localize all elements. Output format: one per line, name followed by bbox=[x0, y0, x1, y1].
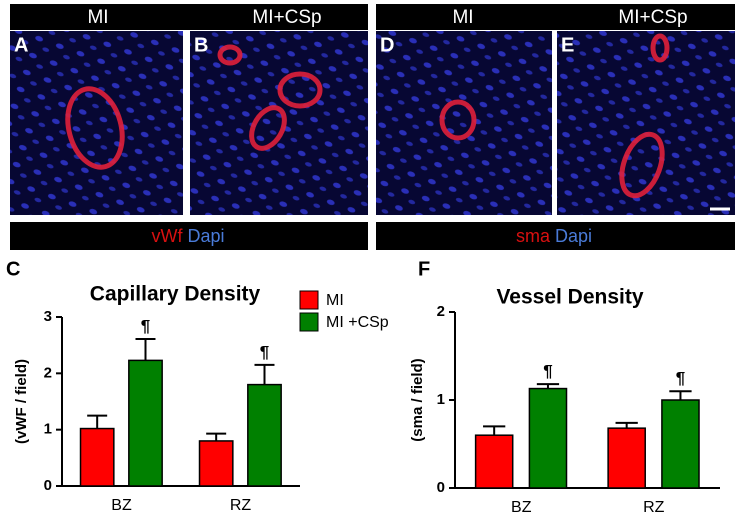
y-tick-label: 1 bbox=[437, 391, 445, 408]
vessel bbox=[217, 44, 243, 66]
error-bar bbox=[483, 425, 506, 436]
header-bar bbox=[10, 4, 368, 30]
error-bar bbox=[615, 421, 638, 429]
stain-marker: vWf bbox=[151, 226, 183, 246]
y-tick-label: 0 bbox=[437, 479, 445, 496]
stain-label: sma Dapi bbox=[516, 226, 592, 246]
stain-label: vWf Dapi bbox=[151, 226, 224, 246]
panel-letter: C bbox=[6, 258, 20, 280]
vessel bbox=[249, 105, 287, 151]
vessel bbox=[650, 33, 670, 63]
y-tick-label: 2 bbox=[437, 303, 445, 320]
legend-swatch bbox=[299, 290, 319, 310]
y-tick-label: 3 bbox=[44, 308, 52, 325]
vessel bbox=[619, 131, 665, 199]
micrograph bbox=[376, 31, 552, 215]
header-label: MI+CSp bbox=[252, 7, 321, 28]
panel-letter: F bbox=[418, 258, 430, 280]
vessel bbox=[439, 99, 477, 141]
error-bar bbox=[87, 414, 108, 429]
x-tick-label: RZ bbox=[230, 497, 252, 514]
y-tick-label: 1 bbox=[44, 421, 52, 438]
panel-letter: A bbox=[14, 34, 28, 56]
vessel bbox=[277, 71, 323, 109]
stain-marker: sma bbox=[516, 226, 551, 246]
error-bar bbox=[669, 390, 692, 400]
y-axis-label: (vWF / field) bbox=[13, 359, 30, 444]
header-label: MI bbox=[87, 7, 108, 28]
x-tick-label: BZ bbox=[111, 497, 132, 514]
significance-mark: ¶ bbox=[141, 316, 150, 335]
legend-swatch bbox=[299, 312, 319, 332]
significance-mark: ¶ bbox=[543, 362, 552, 381]
header-label: MI+CSp bbox=[618, 7, 687, 28]
legend-label: MI +CSp bbox=[326, 314, 389, 331]
stain-bar bbox=[10, 222, 368, 250]
bar bbox=[474, 434, 514, 489]
error-bar bbox=[536, 383, 560, 389]
stain-bar bbox=[376, 222, 735, 250]
x-tick-label: BZ bbox=[511, 499, 532, 516]
header-bar bbox=[376, 4, 735, 30]
panel-letter: E bbox=[561, 34, 574, 56]
error-bar bbox=[135, 337, 156, 361]
error-bar bbox=[254, 363, 275, 385]
bar bbox=[79, 427, 115, 487]
y-tick-label: 0 bbox=[44, 477, 52, 494]
significance-mark: ¶ bbox=[260, 342, 269, 361]
bar bbox=[661, 399, 700, 489]
x-tick-label: RZ bbox=[643, 499, 665, 516]
bar bbox=[607, 427, 646, 489]
bar bbox=[198, 440, 234, 487]
legend-label: MI bbox=[326, 292, 344, 309]
error-bar bbox=[206, 432, 227, 441]
bar bbox=[128, 359, 163, 487]
bar bbox=[247, 383, 282, 487]
bar bbox=[528, 387, 568, 489]
micrograph bbox=[557, 31, 735, 215]
chart-title: Vessel Density bbox=[496, 286, 643, 309]
micrograph bbox=[10, 31, 183, 215]
chart-title: Capillary Density bbox=[90, 283, 261, 306]
stain-counter: Dapi bbox=[555, 226, 592, 246]
panel-letter: B bbox=[194, 34, 208, 56]
y-tick-label: 2 bbox=[44, 364, 52, 381]
panel-letter: D bbox=[380, 34, 394, 56]
vessel bbox=[65, 86, 125, 170]
y-axis-label: (sma / field) bbox=[409, 358, 426, 441]
significance-mark: ¶ bbox=[676, 369, 685, 388]
stain-counter: Dapi bbox=[187, 226, 224, 246]
header-label: MI bbox=[452, 7, 473, 28]
micrograph bbox=[190, 31, 368, 215]
